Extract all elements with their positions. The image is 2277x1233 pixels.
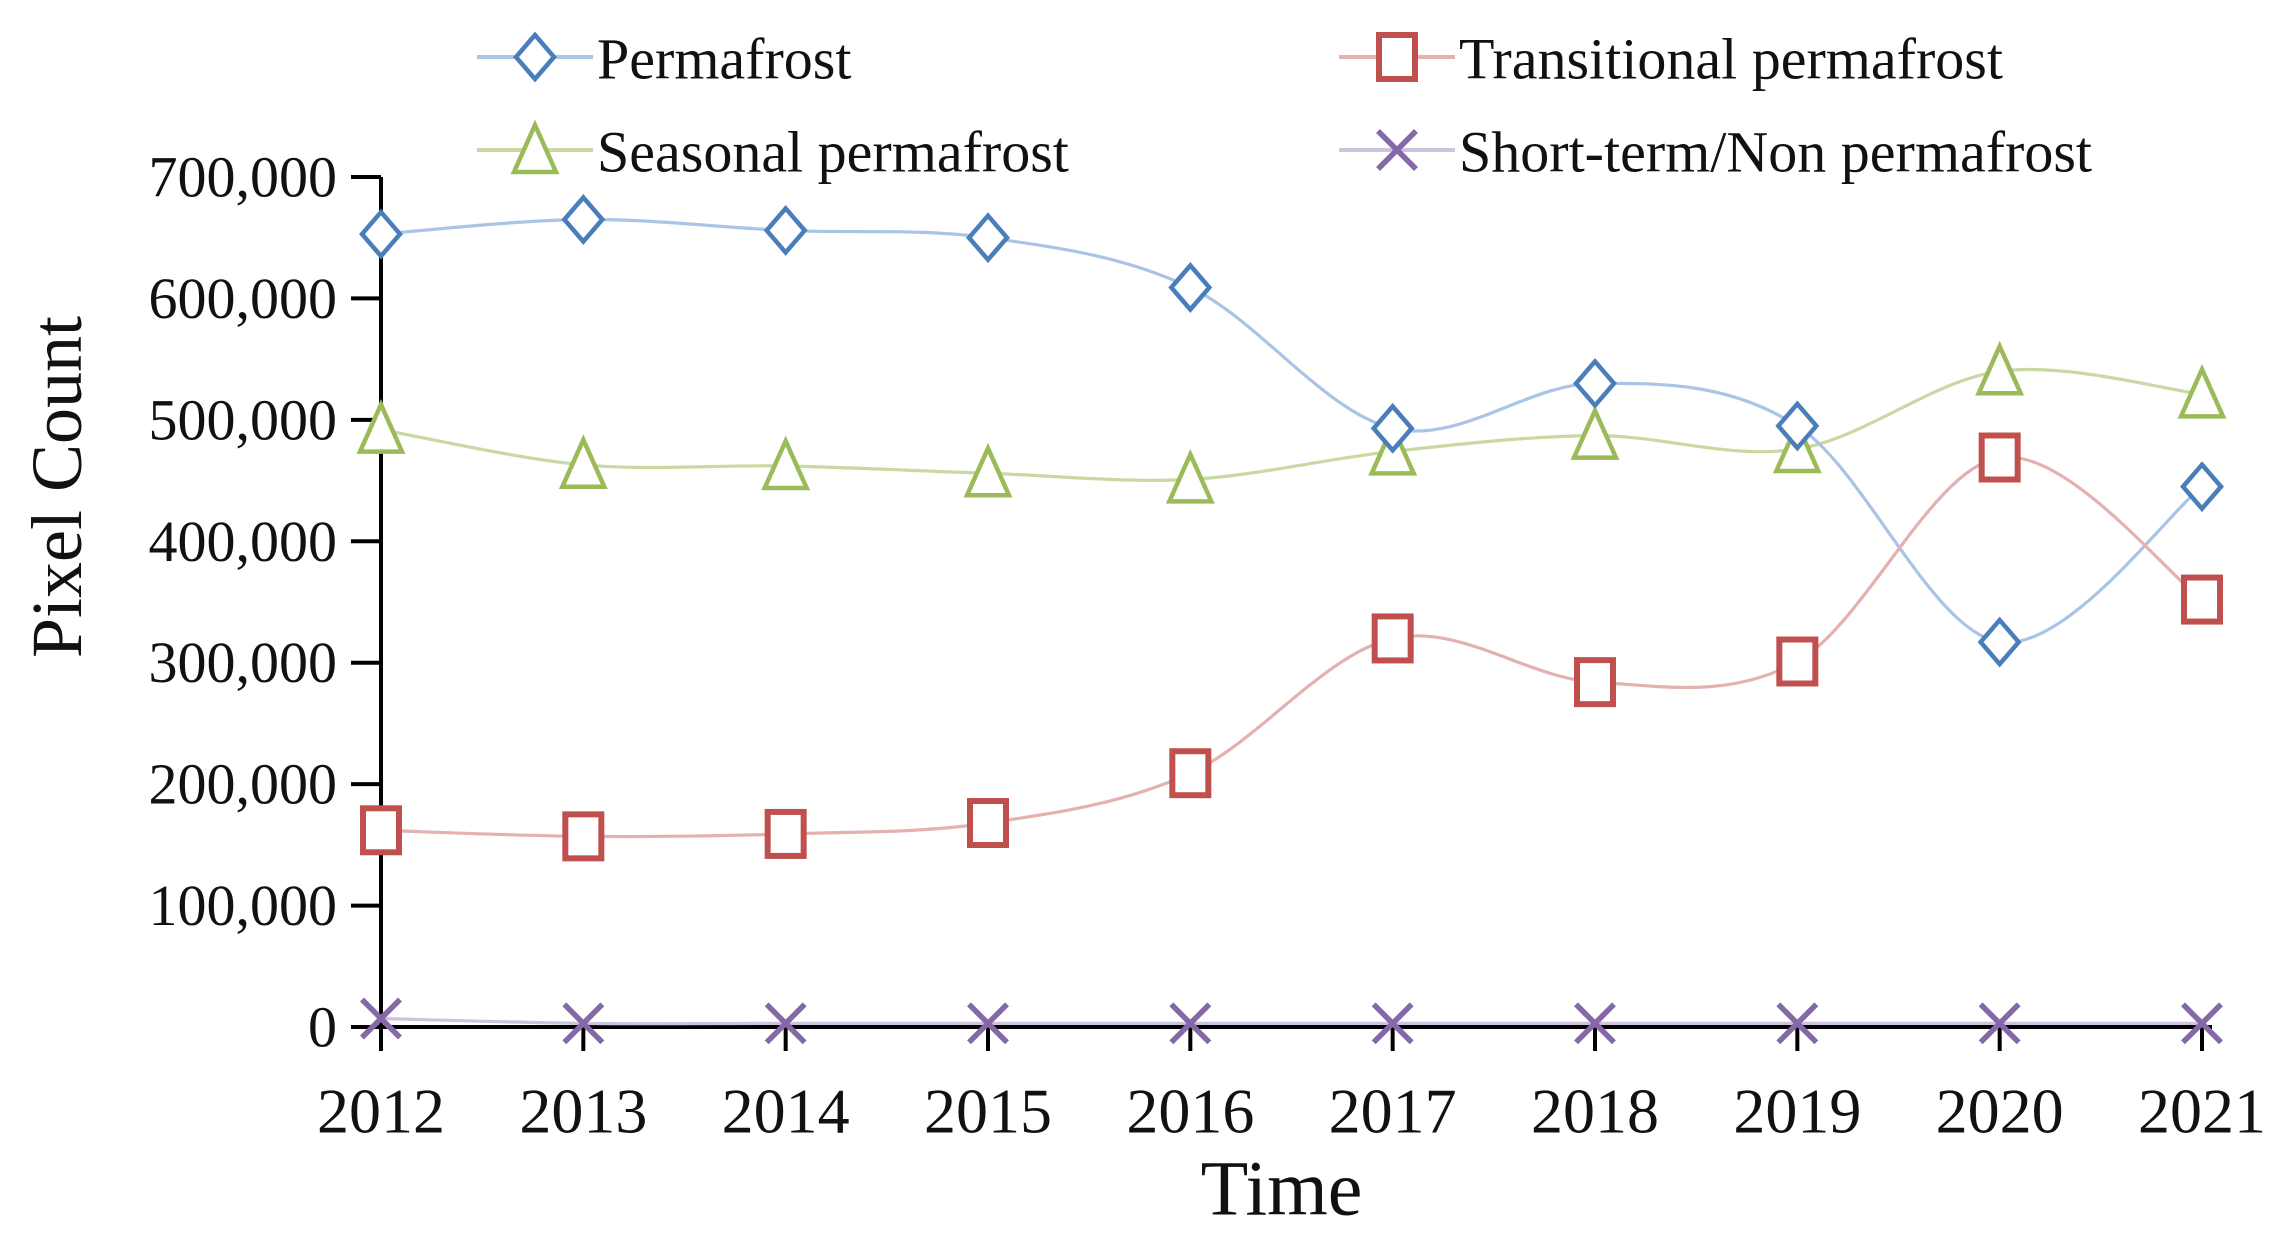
- x-tick-label: 2016: [1126, 1076, 1254, 1147]
- series-transitional-permafrost: [360, 432, 2223, 862]
- series-short-term-non-permafrost-line: [380, 1016, 2202, 1026]
- diamond-marker: [2180, 461, 2224, 513]
- diamond-marker: [1775, 400, 1820, 452]
- triangle-marker: [963, 442, 1013, 498]
- y-tick-label: 700,000: [149, 145, 338, 210]
- series-transitional-permafrost-line: [380, 455, 2203, 839]
- x-tick-label: 2018: [1531, 1076, 1659, 1147]
- axes: 0 100,000 200,000 300,000 400,000 500,000 600,…: [17, 145, 2266, 1232]
- triangle-marker: [1570, 405, 1620, 460]
- square-marker: [1776, 636, 1819, 687]
- triangle-marker: [558, 434, 608, 490]
- y-tick-label: 600,000: [149, 266, 338, 331]
- legend-label: Seasonal permafrost: [597, 120, 1069, 185]
- square-marker: [562, 811, 605, 862]
- x-marker: [1169, 1002, 1212, 1045]
- diamond-marker: [966, 212, 1010, 264]
- square-marker: [1376, 32, 1418, 82]
- y-tick-label: 300,000: [149, 630, 338, 695]
- y-axis-title: Pixel Count: [17, 316, 97, 658]
- triangle-marker: [510, 119, 560, 175]
- x-tick-label: 2019: [1733, 1076, 1861, 1147]
- triangle-marker: [356, 399, 406, 454]
- triangle-marker: [761, 435, 811, 491]
- square-marker: [2181, 574, 2223, 625]
- x-tick-label: 2021: [2138, 1076, 2266, 1147]
- series-permafrost: [359, 194, 2224, 668]
- legend-item-seasonal-permafrost: Seasonal permafrost: [477, 119, 1069, 185]
- square-marker: [967, 798, 1009, 848]
- x-tick-label: 2012: [317, 1076, 445, 1147]
- legend-label: Short-term/Non permafrost: [1459, 120, 2092, 185]
- y-tick-label: 100,000: [149, 873, 338, 938]
- x-tick-label: 2013: [519, 1076, 647, 1147]
- diamond-marker: [1370, 402, 1415, 454]
- square-marker: [1978, 432, 2021, 483]
- x-axis-title: Time: [1201, 1145, 1363, 1232]
- y-tick-label: 400,000: [149, 509, 338, 574]
- x-marker: [2181, 1002, 2223, 1045]
- x-marker: [1371, 1002, 1414, 1045]
- x-tick-label: 2014: [722, 1076, 850, 1147]
- triangle-marker: [1165, 448, 1215, 504]
- y-tick-label: 0: [308, 995, 337, 1060]
- legend: Permafrost Transitional permafrost Seasona…: [477, 27, 2092, 185]
- y-tick-label: 200,000: [149, 752, 338, 817]
- x-marker: [360, 997, 402, 1040]
- series-short-term-non-permafrost: [360, 997, 2223, 1045]
- square-marker: [1169, 748, 1212, 799]
- x-marker: [967, 1002, 1009, 1045]
- diamond-marker: [1168, 262, 1213, 313]
- series-seasonal-permafrost-line: [380, 367, 2203, 482]
- x-marker: [764, 1002, 807, 1045]
- x-marker: [1574, 1002, 1616, 1045]
- triangle-marker: [1975, 340, 2025, 396]
- series-permafrost-line: [380, 217, 2203, 644]
- x-marker: [1776, 1002, 1819, 1045]
- square-marker: [1574, 657, 1616, 708]
- legend-item-short-term-non-permafrost: Short-term/Non permafrost: [1339, 120, 2092, 185]
- series-seasonal-permafrost: [356, 340, 2227, 504]
- x-tick-label: 2020: [1936, 1076, 2064, 1147]
- legend-label: Permafrost: [597, 27, 852, 92]
- triangle-marker: [2177, 363, 2227, 419]
- diamond-marker: [359, 208, 403, 260]
- x-marker: [1376, 129, 1418, 171]
- x-tick-label: 2015: [924, 1076, 1052, 1147]
- diamond-marker: [1977, 616, 2022, 668]
- legend-label: Transitional permafrost: [1459, 27, 2003, 92]
- square-marker: [1371, 613, 1414, 664]
- diamond-marker: [1573, 357, 1617, 409]
- square-marker: [360, 805, 402, 856]
- x-marker: [562, 1002, 605, 1045]
- x-marker: [1978, 1002, 2021, 1045]
- diamond-marker: [561, 194, 606, 245]
- x-tick-label: 2017: [1329, 1076, 1457, 1147]
- diamond-marker: [763, 204, 808, 256]
- legend-item-transitional-permafrost: Transitional permafrost: [1339, 27, 2003, 92]
- diamond-marker: [513, 31, 557, 83]
- legend-item-permafrost: Permafrost: [477, 27, 852, 92]
- square-marker: [764, 808, 807, 859]
- y-tick-label: 500,000: [149, 387, 338, 452]
